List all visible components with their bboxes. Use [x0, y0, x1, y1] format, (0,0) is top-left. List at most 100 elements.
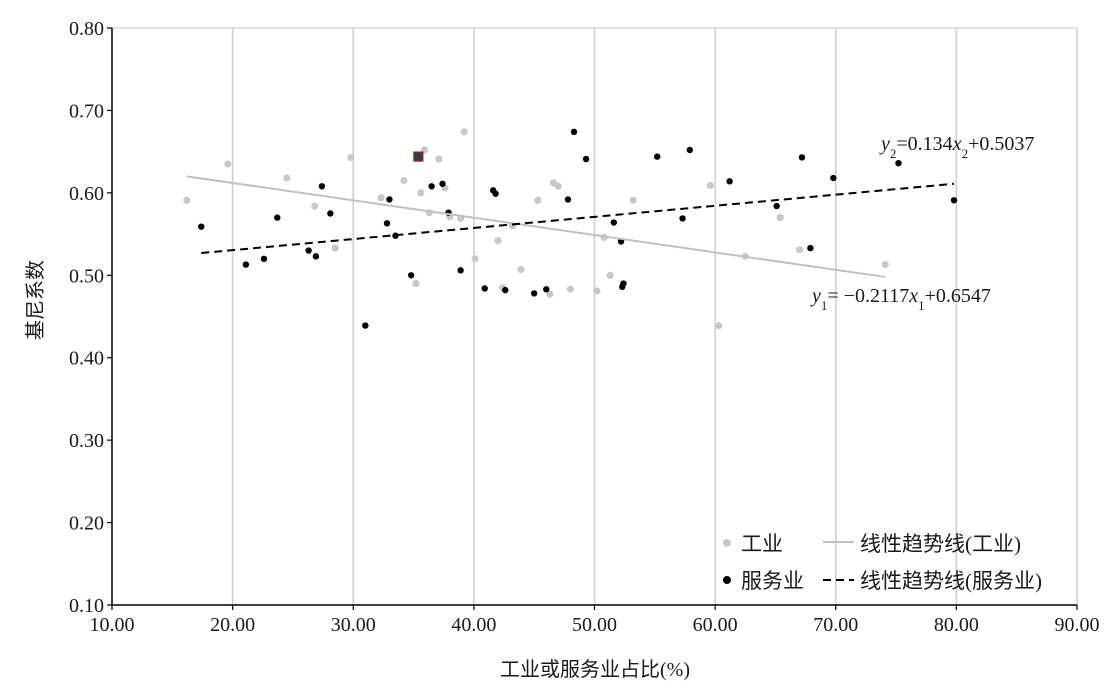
industry-point — [795, 246, 804, 254]
trend-equations: y1= −0.2117x1+0.6547 y2=0.134x2+0.5037 — [810, 133, 1034, 313]
x-tick-label: 50.00 — [572, 614, 617, 636]
service-point — [807, 244, 814, 252]
industry-point — [706, 181, 714, 190]
trendline-industry — [186, 175, 886, 278]
y-tick-label: 0.40 — [69, 348, 104, 370]
service-point — [895, 159, 902, 167]
service-point — [570, 128, 578, 136]
service-point — [582, 155, 590, 163]
service-point — [830, 174, 837, 182]
industry-point — [471, 255, 479, 263]
y-tick-label: 0.30 — [69, 430, 104, 452]
highlight-point — [413, 151, 424, 162]
industry-point — [546, 290, 554, 298]
x-tick-label: 40.00 — [451, 614, 496, 636]
legend-marker-industry — [723, 539, 731, 547]
x-tick-label: 70.00 — [813, 614, 858, 636]
x-tick-label: 10.00 — [90, 614, 135, 636]
service-point — [620, 280, 627, 287]
service-point — [260, 255, 268, 262]
service-point — [492, 190, 499, 197]
industry-point — [606, 271, 614, 279]
y-tick-label: 0.70 — [69, 100, 104, 122]
service-point — [383, 220, 391, 227]
service-point — [543, 286, 550, 293]
service-point — [362, 322, 369, 329]
service-point — [312, 253, 320, 260]
y-tick-label: 0.20 — [69, 513, 104, 535]
x-tick-label: 60.00 — [693, 614, 738, 636]
x-tick-label: 20.00 — [210, 614, 255, 636]
industry-point — [881, 260, 889, 269]
trend-equation-industry: y1= −0.2117x1+0.6547 — [810, 285, 991, 313]
x-tick-labels: 10.00 20.00 30.00 40.00 50.00 60.00 70.00 80.00… — [90, 605, 1100, 636]
legend-marker-service — [723, 576, 731, 584]
industry-point — [224, 160, 232, 168]
y-tick-labels: 0.10 0.20 0.30 0.40 0.50 0.60 0.70 0.80 — [69, 18, 112, 617]
industry-point — [283, 174, 291, 182]
service-point — [428, 183, 435, 190]
y-tick-label: 0.50 — [69, 265, 104, 287]
industry-point — [400, 176, 408, 185]
y-tick-label: 0.10 — [69, 595, 104, 617]
service-point — [773, 202, 780, 210]
grid-lines — [112, 27, 1078, 605]
service-point — [679, 215, 686, 222]
y-tick-label: 0.60 — [69, 183, 104, 205]
service-point — [242, 261, 250, 268]
service-point — [726, 178, 733, 185]
service-point — [198, 223, 205, 230]
industry-point — [311, 202, 319, 210]
legend: 工业 线性趋势线(工业) 服务业 线性趋势线(服务业) — [723, 532, 1042, 593]
industry-point — [629, 196, 637, 204]
x-tick-label: 80.00 — [934, 614, 979, 636]
service-point — [318, 183, 326, 190]
legend-label-industry-trend: 线性趋势线(工业) — [860, 532, 1021, 556]
x-tick-label: 30.00 — [331, 614, 376, 636]
service-point — [564, 196, 572, 203]
industry-point — [715, 321, 723, 330]
industry-point — [534, 196, 542, 204]
industry-point — [331, 244, 339, 252]
service-point — [530, 290, 538, 297]
data-points — [183, 128, 958, 330]
service-point — [407, 272, 415, 279]
industry-point — [593, 287, 601, 295]
legend-label-service-trend: 线性趋势线(服务业) — [860, 569, 1042, 593]
y-axis-label: 基尼系数 — [24, 260, 47, 340]
industry-point — [566, 285, 574, 293]
industry-point — [460, 128, 468, 136]
service-point — [481, 285, 488, 292]
service-point — [457, 267, 464, 274]
industry-point — [377, 194, 385, 202]
service-point — [502, 286, 509, 294]
industry-point — [417, 189, 425, 197]
industry-point — [517, 265, 525, 274]
industry-point — [776, 213, 784, 222]
x-axis-label: 工业或服务业占比(%) — [500, 658, 690, 681]
industry-point — [347, 153, 355, 162]
service-point — [274, 214, 281, 221]
industry-point — [412, 279, 420, 288]
service-point — [654, 153, 661, 160]
trend-equation-service: y2=0.134x2+0.5037 — [879, 133, 1034, 161]
x-tick-label: 90.00 — [1055, 614, 1100, 636]
service-point — [798, 154, 806, 161]
industry-point — [435, 155, 443, 163]
y-tick-label: 0.80 — [69, 18, 104, 40]
service-point — [386, 196, 393, 203]
industry-point — [494, 237, 502, 245]
service-point — [439, 180, 446, 187]
trendline-service — [201, 182, 955, 255]
industry-point — [183, 196, 191, 204]
service-point — [610, 219, 617, 226]
industry-point — [554, 182, 562, 190]
service-point — [327, 210, 334, 217]
trendlines — [186, 175, 955, 278]
service-point — [686, 146, 693, 154]
service-point — [305, 247, 312, 254]
service-point — [950, 197, 958, 204]
legend-label-industry: 工业 — [741, 532, 783, 556]
legend-label-service: 服务业 — [741, 569, 804, 593]
